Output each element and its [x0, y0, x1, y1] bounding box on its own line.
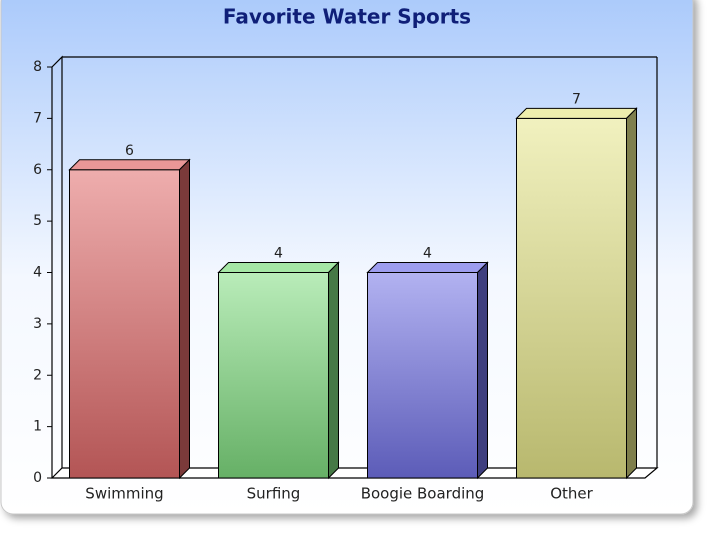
value-label: 6 — [125, 143, 134, 159]
bar-top — [515, 107, 638, 119]
bar — [68, 158, 191, 480]
bar-front — [516, 117, 627, 479]
chart-title: Favorite Water Sports — [223, 5, 471, 29]
bar-side — [179, 158, 190, 480]
frame — [50, 55, 659, 479]
y-tick-label: 8 — [33, 59, 42, 75]
y-tick-label: 4 — [33, 265, 42, 281]
bar-front — [69, 169, 180, 479]
x-tick-label: Other — [550, 485, 593, 503]
bar-top — [217, 262, 340, 273]
bar-side — [477, 261, 488, 480]
y-tick-label: 6 — [33, 162, 42, 178]
x-tick-label: Swimming — [85, 485, 163, 503]
y-tick-label: 7 — [33, 110, 42, 126]
y-tick-label: 3 — [33, 316, 42, 332]
value-label: 4 — [423, 246, 432, 262]
y-tick-label: 1 — [33, 419, 42, 435]
bar — [217, 261, 340, 480]
x-tick-label: Surfing — [247, 485, 301, 503]
bar-front — [367, 272, 478, 479]
bar-side — [328, 261, 339, 480]
y-tick-label: 2 — [33, 367, 42, 383]
bar-top — [68, 159, 191, 171]
value-label: 7 — [572, 91, 581, 107]
x-tick-label: Boogie Boarding — [361, 485, 485, 503]
bar-front — [218, 272, 329, 479]
bar-top — [366, 262, 489, 273]
bar — [515, 107, 638, 480]
bar-side — [626, 107, 637, 480]
y-tick-label: 5 — [33, 213, 42, 229]
value-label: 4 — [274, 246, 283, 262]
bar — [366, 261, 489, 480]
y-tick-label: 0 — [33, 470, 42, 486]
